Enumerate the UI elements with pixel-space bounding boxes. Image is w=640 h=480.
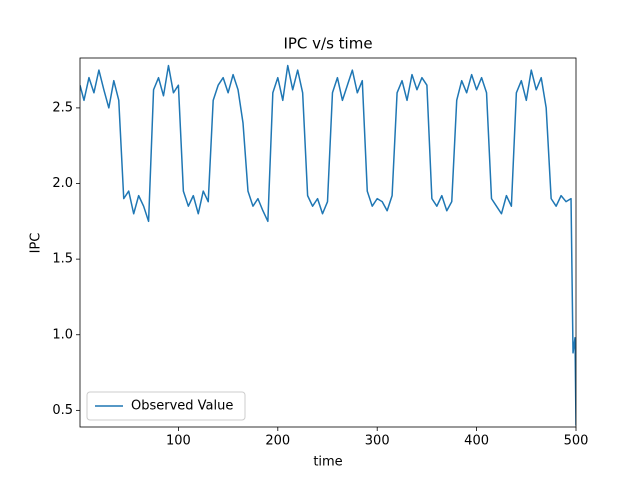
plot-frame xyxy=(79,57,577,428)
x-axis-label: time xyxy=(313,455,342,470)
chart-title: IPC v/s time xyxy=(283,35,372,53)
x-tick-label: 400 xyxy=(464,434,489,449)
x-tick-label: 300 xyxy=(365,434,390,449)
y-tick-label: 2.5 xyxy=(52,100,73,115)
y-tick-label: 2.0 xyxy=(52,176,73,191)
x-tick-label: 500 xyxy=(564,434,589,449)
y-tick-label: 0.5 xyxy=(52,403,73,418)
legend-box xyxy=(86,391,246,421)
y-tick-label: 1.0 xyxy=(52,327,73,342)
x-tick-label: 100 xyxy=(166,434,191,449)
x-tick-label: 200 xyxy=(265,434,290,449)
y-tick-label: 1.5 xyxy=(52,252,73,267)
y-axis-label: IPC xyxy=(29,233,44,254)
legend-label: Observed Value xyxy=(131,399,233,414)
data-line xyxy=(80,64,576,426)
